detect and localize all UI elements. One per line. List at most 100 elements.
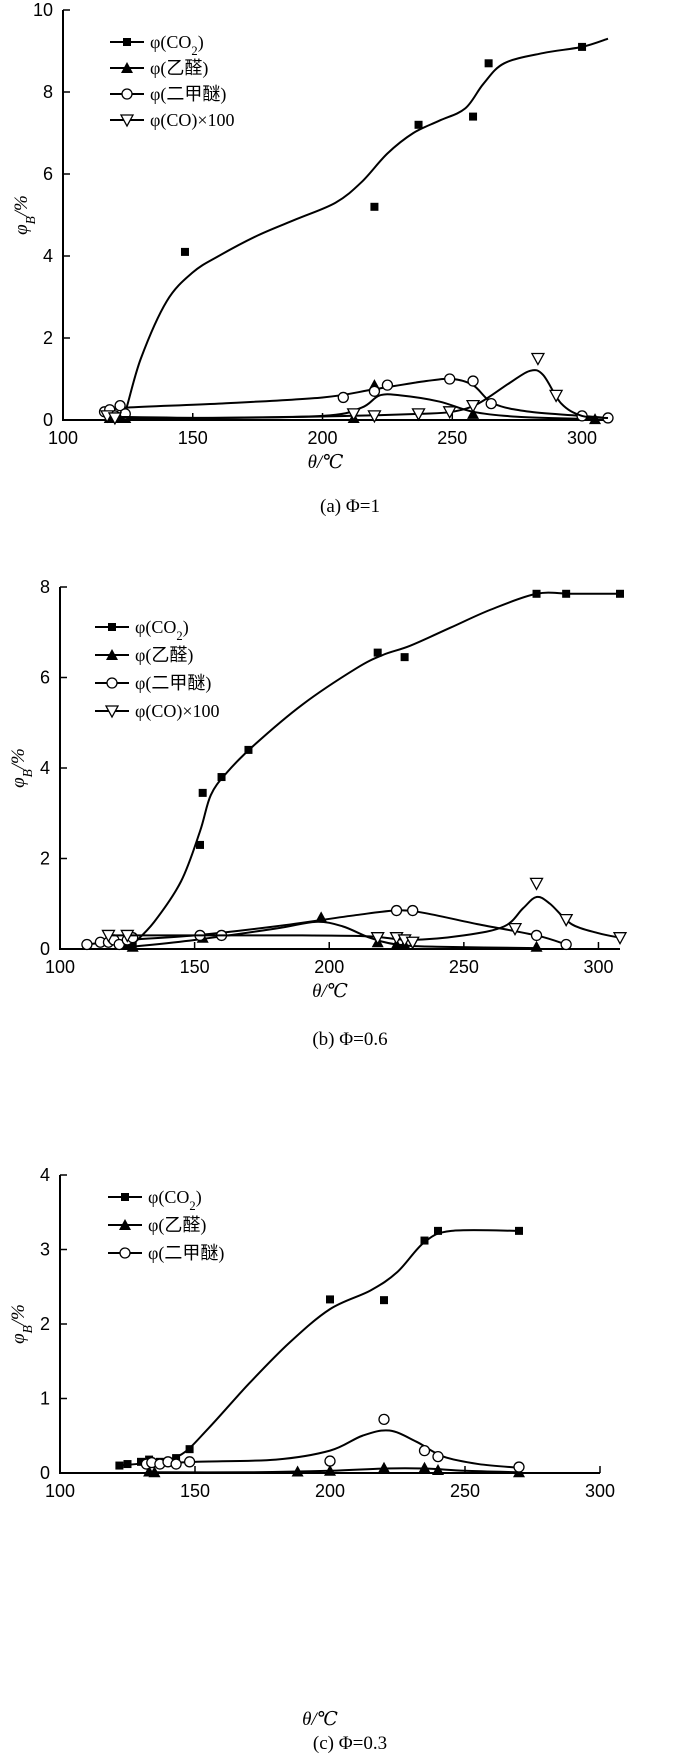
x-tick-label: 250 — [437, 428, 467, 448]
chart-caption: (a) Φ=1 — [320, 496, 380, 517]
y-tick-label: 6 — [40, 668, 50, 688]
data-point — [324, 1455, 336, 1467]
legend-marker — [121, 88, 133, 100]
legend-marker — [104, 705, 120, 719]
x-tick-label: 300 — [585, 1481, 615, 1501]
legend-marker — [119, 114, 135, 128]
legend-entry: φ(二甲醚) — [110, 84, 226, 105]
data-point — [244, 745, 253, 754]
x-tick-label: 300 — [583, 957, 613, 977]
data-point — [532, 589, 541, 598]
x-axis-label: θ/℃ — [308, 452, 344, 473]
data-point — [107, 412, 122, 426]
series-line — [108, 895, 621, 941]
legend-marker — [119, 1247, 131, 1259]
legend-marker — [108, 623, 116, 631]
data-point — [515, 1226, 523, 1235]
y-axis-label: φB/% — [8, 1304, 35, 1344]
x-tick-label: 150 — [180, 1481, 210, 1501]
y-axis-label: φB/% — [8, 748, 35, 788]
data-point — [367, 410, 382, 424]
data-point — [432, 1450, 444, 1463]
data-point — [183, 1456, 196, 1468]
legend-entry: φ(乙醛) — [108, 1215, 206, 1236]
data-point — [530, 352, 546, 366]
data-point — [378, 1461, 390, 1473]
data-point — [196, 840, 204, 849]
series-2 — [81, 904, 572, 951]
legend-label: φ(二甲醚) — [150, 84, 226, 105]
y-tick-label: 2 — [40, 849, 50, 869]
data-point — [120, 929, 135, 943]
data-point — [444, 373, 456, 385]
legend-entry: φ(CO)×100 — [95, 701, 220, 722]
y-tick-label: 0 — [40, 939, 50, 959]
data-point — [115, 1461, 124, 1470]
x-tick-label: 150 — [178, 428, 208, 448]
series-line — [131, 591, 620, 946]
data-point — [101, 929, 116, 943]
data-point — [390, 904, 403, 917]
data-point — [485, 397, 497, 410]
x-tick-label: 100 — [45, 1481, 75, 1501]
y-axis-label: φB/% — [11, 195, 38, 235]
y-tick-label: 8 — [40, 577, 50, 597]
data-point — [616, 589, 624, 598]
axes — [59, 587, 620, 950]
data-point — [434, 1226, 442, 1235]
data-point — [469, 112, 478, 121]
data-point — [380, 1296, 388, 1305]
axes — [62, 10, 608, 421]
data-point — [81, 938, 93, 951]
series-line — [109, 377, 609, 419]
x-tick-label: 100 — [45, 957, 75, 977]
data-point — [170, 1458, 182, 1470]
data-point — [368, 385, 381, 397]
data-point — [589, 413, 602, 425]
legend-marker — [106, 649, 118, 660]
legend-marker — [106, 677, 118, 689]
y-tick-label: 10 — [33, 0, 53, 20]
data-point — [529, 877, 544, 891]
chart-a: 100 150 200 250 300 0 2 4 6 8 10 θ/℃ φB/% (a) Φ=1 φ(CO… — [11, 0, 614, 517]
data-point — [465, 399, 481, 414]
chart-c: 100 150 200 250 300 0 1 2 3 4 θ/℃ φB/% (c) Φ=0.3 φ(CO… — [8, 1165, 615, 1754]
data-point — [172, 1454, 181, 1463]
series-line — [107, 369, 609, 419]
data-point — [198, 788, 207, 797]
data-point — [578, 42, 587, 51]
legend-label: φ(CO)×100 — [135, 701, 220, 722]
data-point — [400, 653, 409, 662]
data-point — [114, 399, 126, 412]
data-point — [373, 648, 382, 657]
data-point — [381, 379, 394, 391]
legend-label: φ(二甲醚) — [148, 1243, 224, 1264]
data-point — [560, 938, 572, 951]
legend-label: φ(CO2) — [150, 32, 204, 58]
data-point — [418, 1444, 431, 1457]
data-point — [530, 929, 543, 942]
y-tick-label: 0 — [40, 1463, 50, 1483]
data-point — [612, 932, 628, 946]
legend-entry: φ(CO2) — [108, 1187, 202, 1213]
data-point — [346, 408, 361, 422]
data-point — [378, 1413, 390, 1426]
data-point — [530, 940, 543, 952]
legend-entry: φ(二甲醚) — [108, 1243, 224, 1264]
y-tick-label: 4 — [40, 758, 50, 778]
data-point — [549, 389, 564, 403]
series-line — [86, 909, 567, 946]
data-point — [123, 1460, 132, 1469]
legend-marker — [119, 1219, 131, 1230]
legend-marker — [121, 62, 133, 73]
data-point — [217, 773, 226, 782]
data-point — [185, 1445, 194, 1454]
data-point — [370, 932, 385, 946]
series-line — [146, 1429, 520, 1469]
legend-entry: φ(乙醛) — [110, 58, 208, 79]
x-tick-label: 100 — [48, 428, 78, 448]
y-tick-label: 1 — [40, 1389, 50, 1409]
legend-marker — [123, 38, 131, 46]
legend-label: φ(二甲醚) — [135, 673, 211, 694]
chart-caption: (b) Φ=0.6 — [312, 1029, 387, 1050]
